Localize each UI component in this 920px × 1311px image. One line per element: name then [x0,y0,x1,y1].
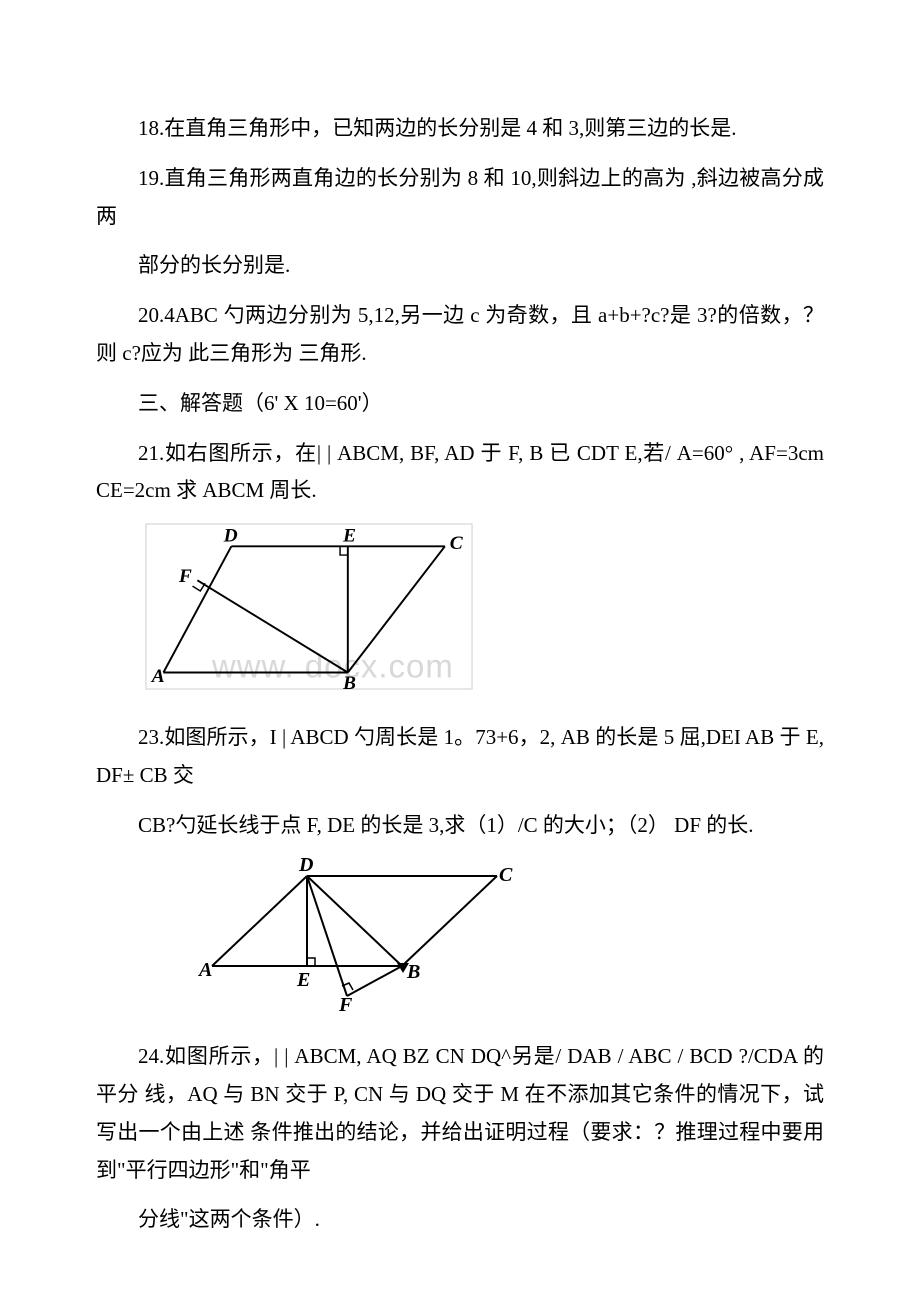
question-21: 21.如右图所示，在| | ABCM, BF, AD 于 F, B 已 CDT … [96,435,824,511]
segment-BF-ext [347,966,402,996]
label-A: A [151,666,165,687]
right-angle-E [340,547,348,556]
figure-23-svg: A E B D C F [192,856,522,1011]
label-C-2: C [499,864,513,886]
edge-CB-2 [402,876,497,966]
label-B: B [342,673,356,692]
figure-21: www. docx.com A B C D E F [144,522,824,705]
label-A-2: A [197,959,212,981]
parallelogram-2 [212,876,497,996]
question-18-text: 18.在直角三角形中，已知两边的长分别是 4 和 3,则第三边的长是. [96,110,737,148]
figure-23: A E B D C F [192,856,824,1024]
label-D: D [223,526,238,547]
figure-labels-2: A E B D C F [197,856,513,1011]
question-24-line1: 24.如图所示，| | ABCM, AQ BZ CN DQ^另是/ DAB / … [96,1038,824,1189]
figure-21-svg: www. docx.com A B C D E F [144,522,474,692]
edge-AD-2 [212,876,307,966]
right-angle-E-2 [307,958,315,966]
section-3-header: 三、解答题（6' X 10=60'） [96,385,824,423]
label-F-2: F [338,994,353,1011]
right-angle-marks-2 [307,958,353,990]
label-D-2: D [298,856,313,876]
question-23-line2: CB?勺延长线于点 F, DE 的长是 3,求（1）/C 的大小；（2） DF … [96,807,824,845]
label-E-2: E [296,969,310,991]
watermark-text: www. docx.com [211,648,454,685]
label-B-2: B [406,961,420,983]
question-23-line1: 23.如图所示，I | ABCD 勺周长是 1。73+6，2, AB 的长是 5… [96,719,824,795]
right-angle-marks [193,547,348,592]
question-24-line2: 分线"这两个条件）. [96,1201,824,1239]
label-C: C [450,533,464,554]
question-19-line1: 19.直角三角形两直角边的长分别为 8 和 10,则斜边上的高为 ,斜边被高分成… [96,160,824,236]
label-F: F [178,566,192,587]
label-E: E [342,526,356,547]
question-19-line2: 部分的长分别是. [96,247,824,285]
question-18: 18.在直角三角形中，已知两边的长分别是 4 和 3,则第三边的长是. [96,110,824,148]
question-20: 20.4ABC 勺两边分别为 5,12,另一边 c 为奇数，且 a+b+?c?是… [96,297,824,373]
